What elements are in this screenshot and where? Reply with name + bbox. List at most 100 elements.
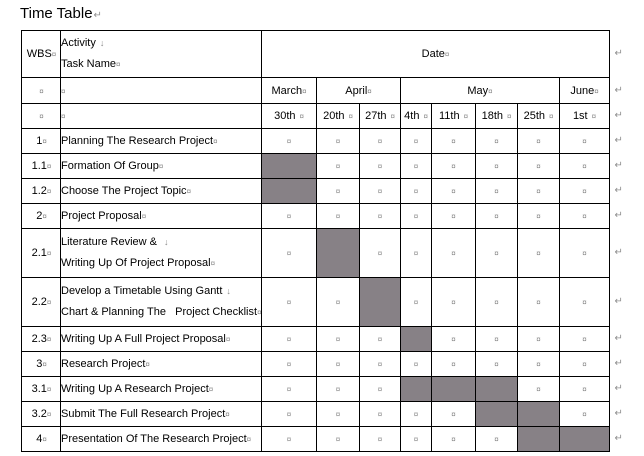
date-empty-cell: ¤	[315, 401, 360, 427]
date-empty-cell: ¤	[474, 228, 518, 278]
date-empty-cell: ¤	[430, 426, 476, 452]
date-empty-cell: ¤	[430, 351, 476, 377]
date-empty-cell: ¤	[430, 277, 476, 327]
date-empty-cell: ¤	[558, 351, 610, 377]
date-empty-cell: ¤	[260, 351, 317, 377]
task-cell: Project Proposal¤	[60, 203, 262, 229]
date-empty-cell: ¤	[315, 203, 360, 229]
wbs-value: 1.1	[31, 160, 47, 172]
month-cell-march: March¤	[260, 77, 317, 104]
date-empty-cell: ¤	[358, 351, 401, 377]
task-cell: Planning The Research Project¤	[60, 128, 262, 154]
gantt-bar-cell	[260, 178, 317, 204]
end-of-cell-mark-icon: ¤	[208, 384, 214, 394]
month-label: June	[570, 84, 595, 97]
task-label: Submit The Full Research Project	[61, 407, 226, 420]
gantt-bar-cell	[474, 401, 518, 427]
end-of-cell-mark-icon: ¤	[413, 298, 419, 307]
date-empty-cell: ¤	[399, 128, 432, 154]
date-empty-cell: ¤	[315, 326, 360, 352]
end-of-cell-mark-icon: ¤	[39, 112, 44, 121]
end-of-cell-mark-icon: ¤	[61, 86, 65, 96]
wbs-cell: 1¤	[21, 128, 61, 154]
date-empty-cell: ¤	[260, 426, 317, 452]
end-of-cell-mark-icon: ¤	[582, 137, 587, 146]
end-of-cell-mark-icon: ¤	[46, 410, 52, 419]
month-row: ¤ ¤ March¤ April¤ May¤ June¤	[21, 77, 610, 104]
date-empty-cell: ¤	[430, 203, 476, 229]
wbs-value: 3.1	[31, 383, 47, 395]
end-of-cell-mark-icon: ¤	[494, 335, 499, 344]
gantt-bar-cell	[358, 277, 401, 327]
day-cell-4th: 4th ¤	[399, 103, 432, 129]
day-label: 18th	[481, 110, 503, 122]
end-of-cell-mark-icon: ¤	[377, 410, 383, 419]
end-of-cell-mark-icon: ¤	[335, 298, 341, 307]
end-of-cell-mark-icon: ¤	[444, 50, 450, 59]
end-of-cell-mark-icon: ¤	[246, 434, 252, 444]
task-line: Develop a Timetable Using Gantt ↓	[61, 281, 260, 302]
task-cell: Choose The Project Topic¤	[60, 178, 262, 204]
day-label: 27th	[365, 110, 387, 122]
date-empty-cell: ¤	[474, 153, 518, 179]
gantt-bar-cell	[260, 153, 317, 179]
task-row-3.2: 3.2¤ Submit The Full Research Project¤ ¤ ¤ ¤…	[21, 401, 610, 427]
end-of-cell-mark-icon: ¤	[451, 410, 456, 419]
end-of-cell-mark-icon: ¤	[335, 187, 341, 196]
date-empty-cell: ¤	[358, 326, 401, 352]
end-of-cell-mark-icon: ¤	[413, 249, 419, 258]
date-empty-cell: ¤	[558, 203, 610, 229]
end-of-cell-mark-icon: ¤	[582, 335, 587, 344]
end-of-row-mark-icon: ↵	[614, 84, 623, 96]
end-of-cell-mark-icon: ¤	[582, 212, 587, 221]
task-line: Planning The Research Project¤	[61, 131, 260, 152]
end-of-cell-mark-icon: ¤	[377, 249, 383, 258]
timetable-gantt-table: WBS¤ Activity ↓ Task Name¤ Date¤ ¤ ¤ March¤ Apri…	[21, 30, 610, 452]
end-of-cell-mark-icon: ¤	[213, 136, 218, 146]
day-label: 30th	[274, 110, 296, 122]
activity-header-label: Activity	[61, 37, 96, 49]
end-of-cell-mark-icon: ¤	[494, 137, 499, 146]
end-of-row-mark-icon: ↵	[614, 408, 623, 419]
task-line: Writing Up Of Project Proposal¤	[61, 253, 260, 274]
end-of-cell-mark-icon: ¤	[582, 249, 587, 258]
date-empty-cell: ¤	[474, 326, 518, 352]
date-empty-cell: ¤	[516, 376, 560, 402]
end-of-cell-mark-icon: ¤	[536, 212, 541, 221]
date-empty-cell: ¤	[516, 153, 560, 179]
wbs-value: 2.1	[31, 247, 47, 259]
month-cell-june: June¤	[558, 77, 610, 104]
date-empty-cell: ¤	[558, 228, 610, 278]
end-of-cell-mark-icon: ¤	[61, 112, 65, 121]
end-of-cell-mark-icon: ¤	[42, 435, 47, 444]
activity-empty-cell: ¤	[60, 103, 262, 129]
date-empty-cell: ¤	[260, 228, 317, 278]
task-line: Writing Up A Research Project¤	[61, 379, 260, 400]
date-empty-cell: ¤	[260, 401, 317, 427]
end-of-cell-mark-icon: ¤	[286, 435, 292, 444]
month-label: May	[467, 84, 489, 97]
wbs-empty-cell: ¤	[21, 77, 61, 104]
end-of-cell-mark-icon: ¤	[377, 435, 383, 444]
end-of-cell-mark-icon: ¤	[335, 335, 341, 344]
date-empty-cell: ¤	[358, 426, 401, 452]
date-empty-cell: ¤	[358, 178, 401, 204]
task-row-1: 1¤ Planning The Research Project¤ ¤ ¤ ¤ ¤ ¤ ¤ ¤ ¤	[21, 128, 610, 154]
wbs-empty-cell: ¤	[21, 103, 61, 129]
wbs-cell: 2.3¤	[21, 326, 61, 352]
wbs-value: 2	[36, 210, 43, 222]
end-of-cell-mark-icon: ¤	[42, 360, 47, 369]
date-empty-cell: ¤	[399, 178, 432, 204]
end-of-row-mark-icon: ↵	[614, 210, 623, 221]
end-of-cell-mark-icon: ¤	[46, 298, 52, 307]
day-row: ¤ ¤ 30th ¤ 20th ¤ 27th ¤ 4th ¤ 11th ¤ 18th ¤ 25th ¤ 1st ¤	[21, 103, 610, 129]
end-of-cell-mark-icon: ¤	[582, 187, 587, 196]
date-empty-cell: ¤	[558, 277, 610, 327]
wbs-value: 1.2	[31, 185, 47, 197]
date-empty-cell: ¤	[558, 153, 610, 179]
date-empty-cell: ¤	[474, 203, 518, 229]
end-of-cell-mark-icon: ¤	[225, 334, 231, 344]
gantt-bar-cell	[474, 376, 518, 402]
end-of-cell-mark-icon: ¤	[591, 112, 597, 121]
date-empty-cell: ¤	[516, 326, 560, 352]
